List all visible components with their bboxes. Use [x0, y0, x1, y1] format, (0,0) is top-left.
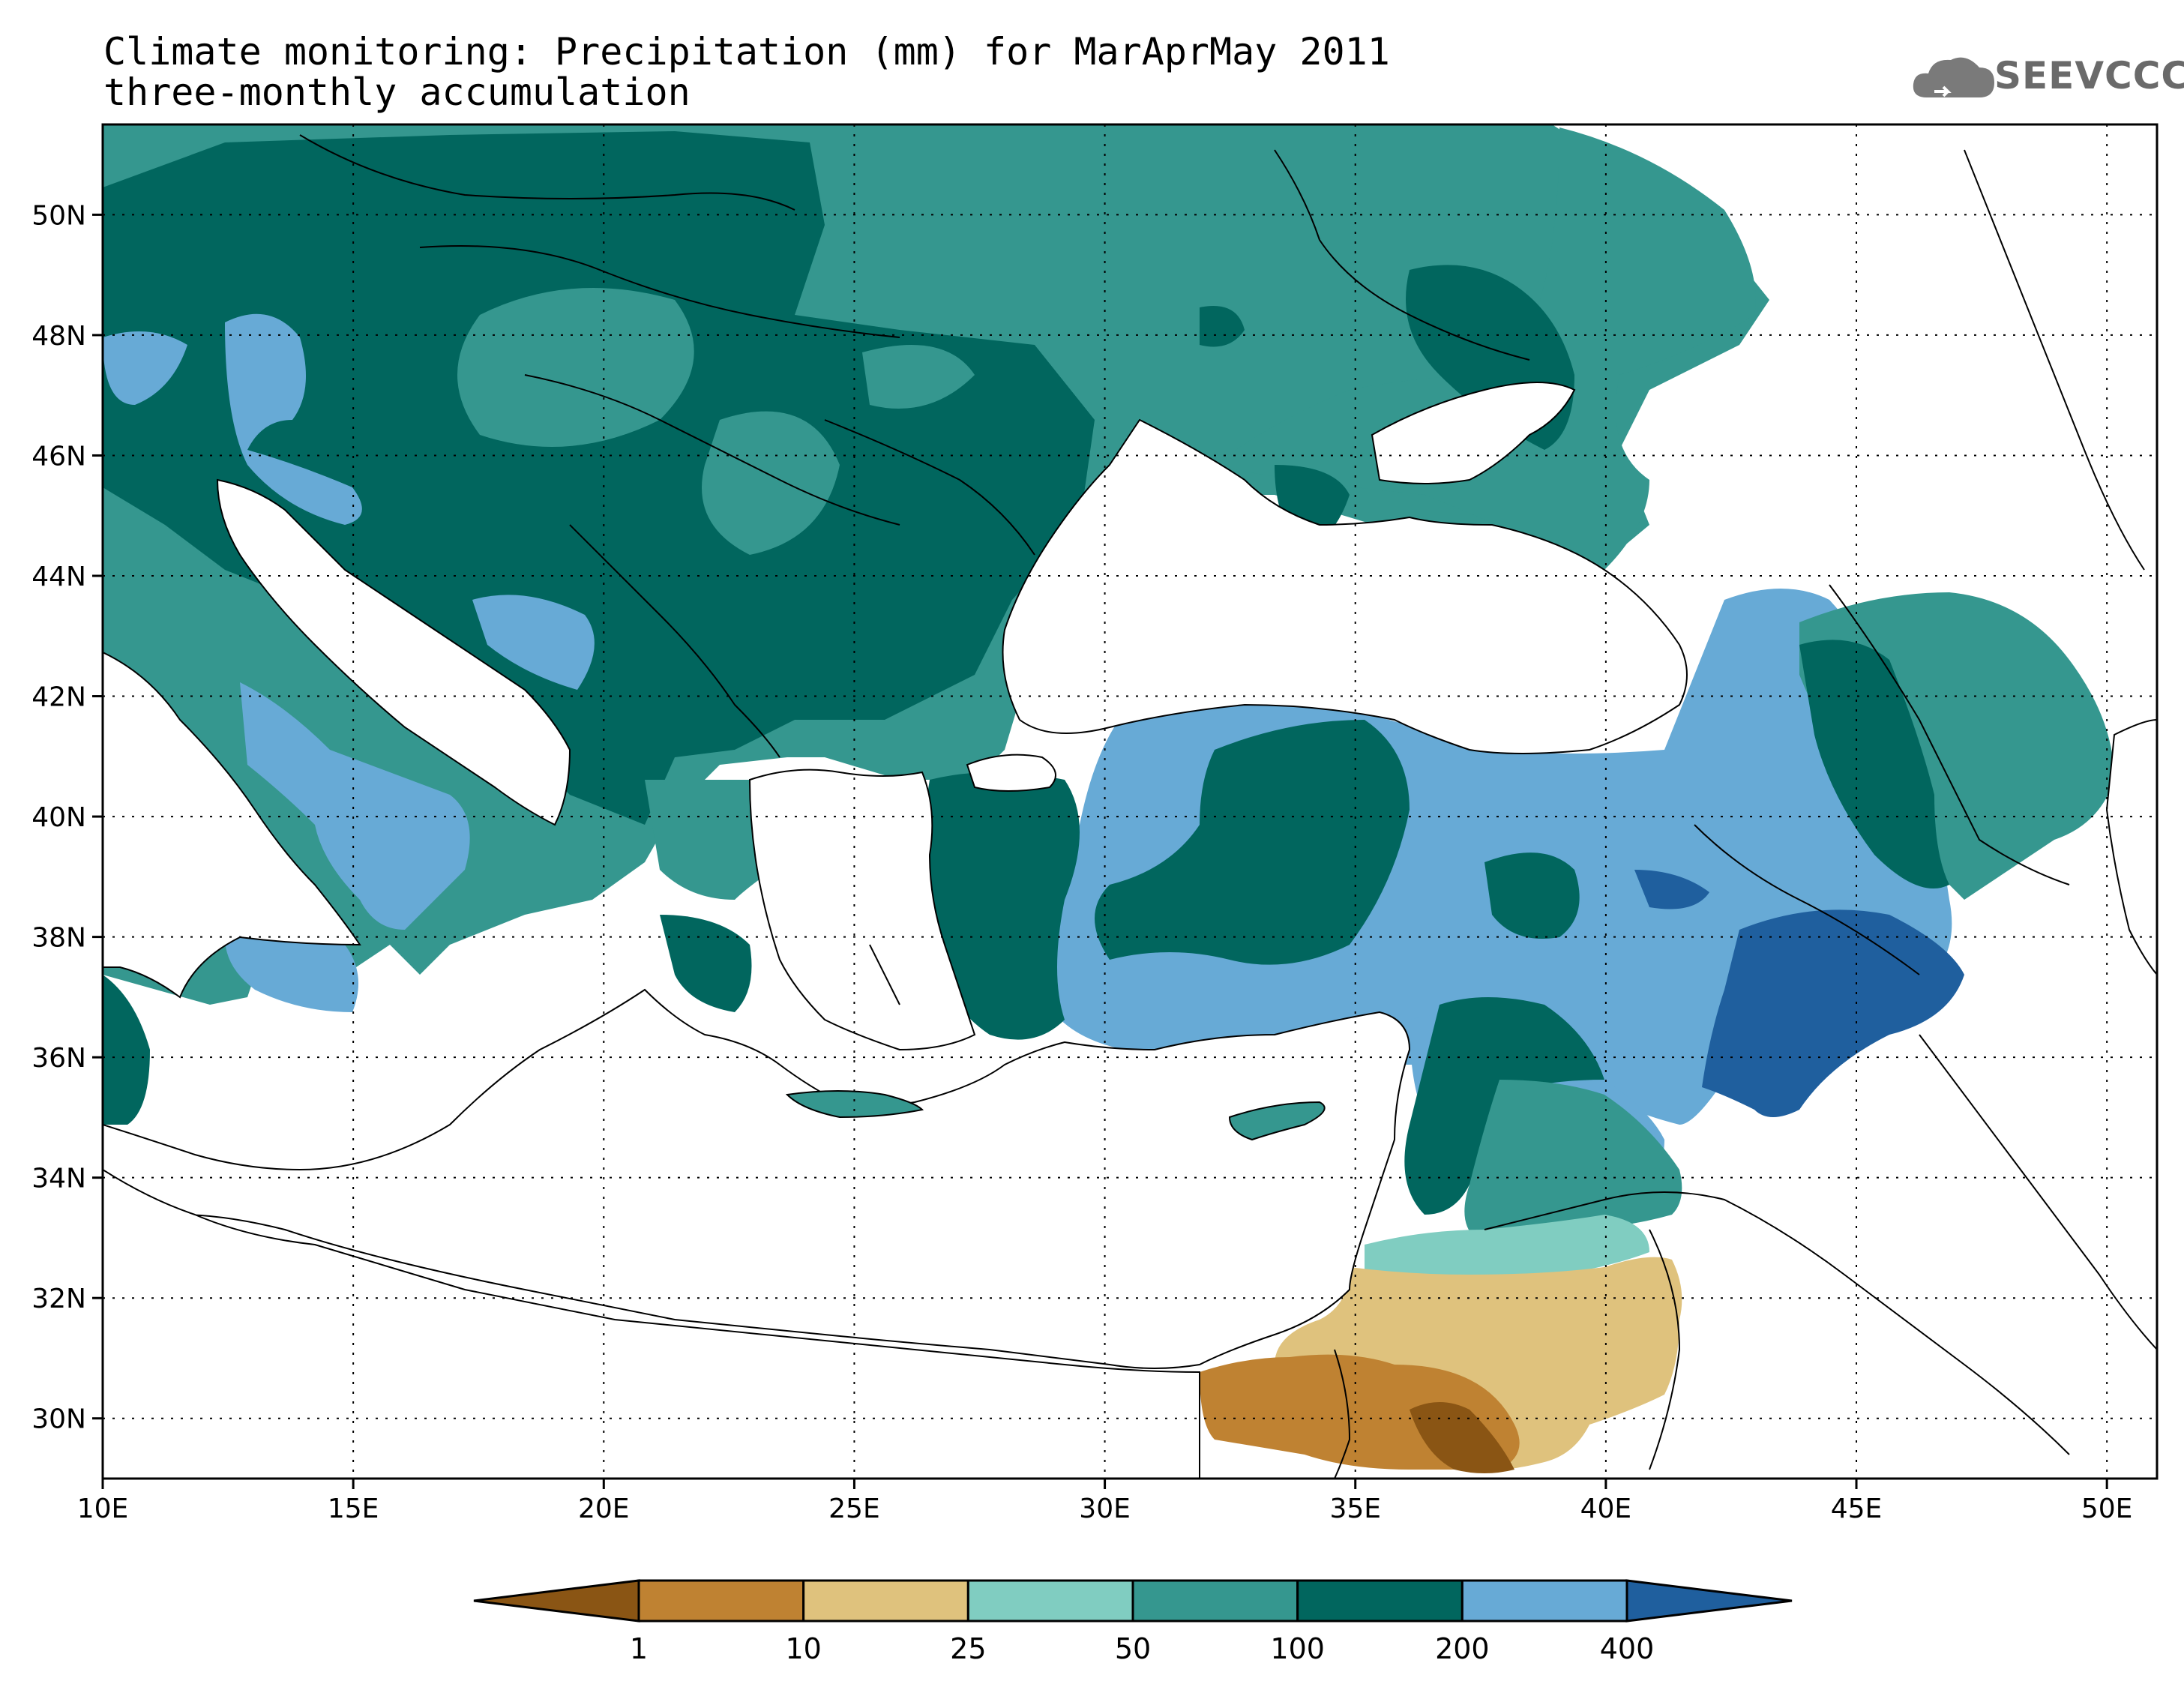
region-darkteal-centralanatolia — [1095, 720, 1410, 965]
region-teal-ukraine-east — [1215, 127, 1756, 570]
region-lightteal-syria — [1365, 1215, 1649, 1285]
y-tick-label: 44N — [31, 562, 86, 592]
colorbar-label: 10 — [785, 1632, 821, 1665]
x-tick-label: 10E — [77, 1494, 129, 1524]
colorbar-label: 25 — [950, 1632, 986, 1665]
region-crete — [785, 1090, 924, 1119]
region-darkteal-westanatolia — [922, 772, 1080, 1040]
x-tick-label: 45E — [1831, 1494, 1883, 1524]
x-tick-label: 35E — [1329, 1494, 1381, 1524]
region-africa — [103, 1168, 1200, 1479]
y-tick-label: 38N — [31, 923, 86, 954]
colorbar-bin — [637, 1579, 805, 1623]
cloud-icon — [1913, 57, 1994, 97]
colorbar-label: 50 — [1115, 1632, 1151, 1665]
sea-masks — [103, 382, 2157, 1479]
region-teal-hungary — [457, 288, 694, 447]
y-tick-label: 32N — [31, 1284, 86, 1314]
region-darkteal-centraleurope — [103, 131, 1095, 825]
x-tick-label: 25E — [828, 1494, 880, 1524]
y-tick-label: 50N — [31, 200, 86, 231]
colorbar-over-arrow — [1625, 1579, 1793, 1623]
y-axis: 30N 32N 34N 36N 38N 40N 42N 44N 46N 48N 50N — [31, 200, 103, 1435]
colorbar-bin — [966, 1579, 1134, 1623]
y-tick-label: 42N — [31, 682, 86, 713]
gridlines — [103, 124, 2157, 1479]
region-blue-westalps — [103, 331, 187, 405]
region-darkteal-georgia — [1799, 640, 1949, 888]
region-cyprus — [1228, 1101, 1326, 1141]
colorbar-label: 100 — [1270, 1632, 1325, 1665]
region-darkblue-setturkey — [1702, 909, 1964, 1117]
logo-text: SEEVCCC — [1994, 54, 2184, 97]
x-axis: 10E 15E 20E 25E 30E 35E 40E 45E 50E — [77, 1479, 2133, 1524]
y-tick-label: 48N — [31, 321, 86, 352]
x-tick-label: 30E — [1079, 1494, 1131, 1524]
region-blue-turkey — [1035, 589, 1952, 1125]
region-darkteal-small — [1200, 306, 1245, 347]
x-tick-label: 50E — [2081, 1494, 2133, 1524]
region-darkteal-eastanatolia — [1484, 852, 1580, 939]
y-tick-label: 30N — [31, 1404, 86, 1435]
colorbar-label: 200 — [1435, 1632, 1490, 1665]
region-teal-syria — [1464, 1080, 1682, 1245]
region-teal-sardinia — [103, 975, 150, 1125]
region-blue-italy-south — [240, 682, 470, 930]
region-blue-dinaric — [472, 595, 595, 690]
region-teal-romania — [702, 411, 840, 555]
plot-frame — [101, 123, 2159, 1480]
colorbar-under-arrow — [473, 1579, 640, 1623]
colorbar: 1 10 25 50 100 200 400 — [473, 1579, 1793, 1665]
y-tick-label: 40N — [31, 802, 86, 833]
borders — [299, 134, 2157, 1479]
region-blue-alps — [225, 313, 362, 525]
sea-aegean — [748, 769, 976, 1051]
region-darkteal-peloponnese — [660, 915, 752, 1012]
colorbar-bin — [1296, 1579, 1463, 1623]
chart-subtitle: three-monthly accumulation — [103, 70, 691, 114]
region-darkteal-levant — [1404, 997, 1604, 1215]
region-teal-pannonia — [862, 345, 975, 409]
sea-azov — [1371, 382, 1576, 484]
x-tick-label: 40E — [1580, 1494, 1632, 1524]
y-tick-label: 36N — [31, 1043, 86, 1074]
y-tick-label: 46N — [31, 441, 86, 472]
sea-caspian — [2105, 718, 2157, 976]
sea-adriatic — [216, 478, 571, 826]
colorbar-bin — [1131, 1579, 1299, 1623]
sea-mediterranean — [103, 988, 1411, 1369]
sea-black-sea — [1002, 418, 1688, 754]
x-tick-label: 20E — [578, 1494, 630, 1524]
y-tick-label: 34N — [31, 1164, 86, 1194]
sea-marmara — [966, 754, 1056, 792]
chart-title: Climate monitoring: Precipitation (mm) f… — [103, 30, 1390, 73]
region-darkbrown-wadi — [1410, 1402, 1514, 1473]
sea-tyrrhenian — [103, 651, 361, 999]
colorbar-bin — [802, 1579, 969, 1623]
colorbar-label: 1 — [630, 1632, 648, 1665]
x-tick-label: 15E — [328, 1494, 379, 1524]
colorbar-bin — [1460, 1579, 1628, 1623]
region-darkblue-erzurum — [1634, 870, 1709, 909]
colorbar-label: 400 — [1600, 1632, 1655, 1665]
region-blue-sicily — [225, 934, 358, 1012]
